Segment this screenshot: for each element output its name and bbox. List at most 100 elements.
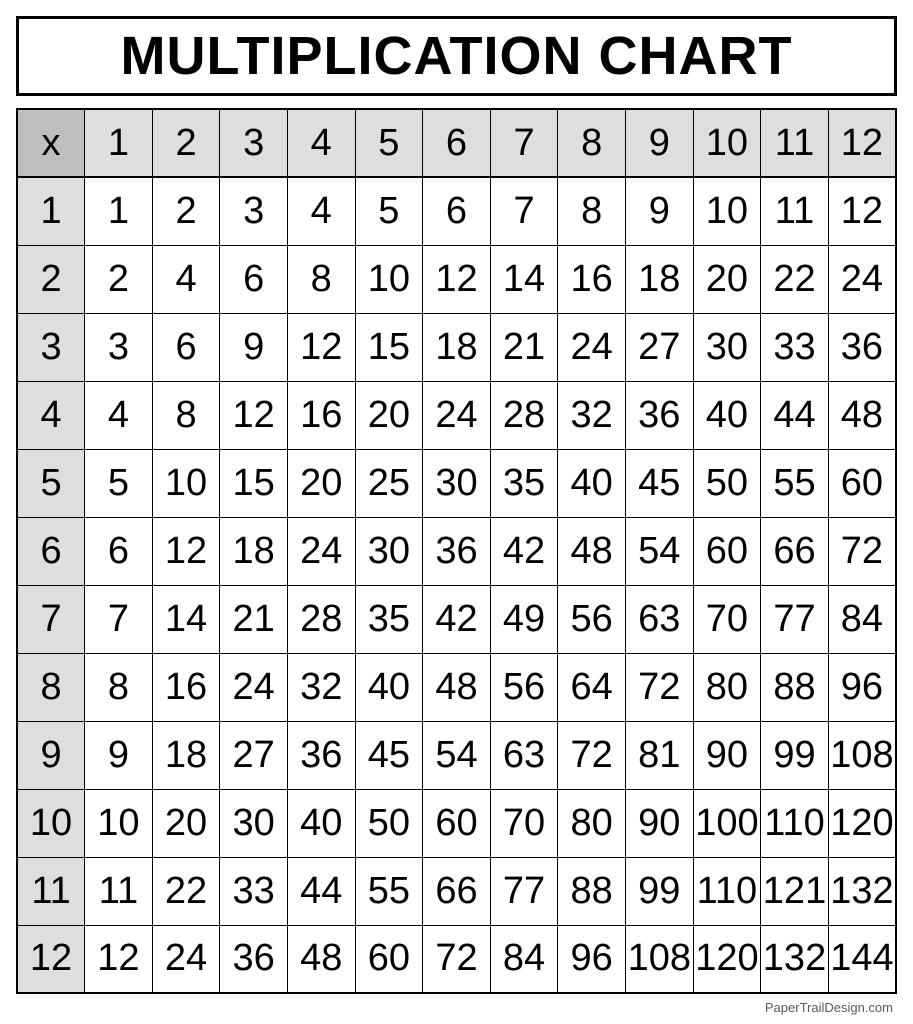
data-cell: 60 bbox=[693, 517, 761, 585]
table-row: 9918273645546372819099108 bbox=[17, 721, 896, 789]
data-cell: 6 bbox=[152, 313, 220, 381]
data-cell: 8 bbox=[152, 381, 220, 449]
data-cell: 16 bbox=[152, 653, 220, 721]
data-cell: 8 bbox=[85, 653, 153, 721]
column-header: 8 bbox=[558, 109, 626, 177]
data-cell: 32 bbox=[558, 381, 626, 449]
data-cell: 20 bbox=[355, 381, 423, 449]
column-header: 11 bbox=[761, 109, 829, 177]
data-cell: 72 bbox=[558, 721, 626, 789]
data-cell: 22 bbox=[152, 857, 220, 925]
column-header: 4 bbox=[287, 109, 355, 177]
data-cell: 6 bbox=[220, 245, 288, 313]
data-cell: 45 bbox=[355, 721, 423, 789]
data-cell: 77 bbox=[490, 857, 558, 925]
data-cell: 2 bbox=[152, 177, 220, 245]
data-cell: 48 bbox=[423, 653, 491, 721]
data-cell: 10 bbox=[85, 789, 153, 857]
data-cell: 7 bbox=[490, 177, 558, 245]
data-cell: 10 bbox=[152, 449, 220, 517]
data-cell: 90 bbox=[693, 721, 761, 789]
data-cell: 110 bbox=[693, 857, 761, 925]
data-cell: 72 bbox=[423, 925, 491, 993]
data-cell: 11 bbox=[85, 857, 153, 925]
table-row: 10102030405060708090100110120 bbox=[17, 789, 896, 857]
data-cell: 110 bbox=[761, 789, 829, 857]
data-cell: 10 bbox=[355, 245, 423, 313]
data-cell: 20 bbox=[287, 449, 355, 517]
data-cell: 36 bbox=[287, 721, 355, 789]
data-cell: 6 bbox=[423, 177, 491, 245]
data-cell: 45 bbox=[625, 449, 693, 517]
column-header: 9 bbox=[625, 109, 693, 177]
data-cell: 32 bbox=[287, 653, 355, 721]
data-cell: 84 bbox=[490, 925, 558, 993]
data-cell: 66 bbox=[423, 857, 491, 925]
table-row: 551015202530354045505560 bbox=[17, 449, 896, 517]
data-cell: 3 bbox=[220, 177, 288, 245]
table-row: 121224364860728496108120132144 bbox=[17, 925, 896, 993]
data-cell: 132 bbox=[828, 857, 896, 925]
table-row: 3369121518212427303336 bbox=[17, 313, 896, 381]
data-cell: 70 bbox=[693, 585, 761, 653]
data-cell: 132 bbox=[761, 925, 829, 993]
data-cell: 120 bbox=[828, 789, 896, 857]
data-cell: 12 bbox=[220, 381, 288, 449]
data-cell: 84 bbox=[828, 585, 896, 653]
data-cell: 56 bbox=[558, 585, 626, 653]
data-cell: 30 bbox=[423, 449, 491, 517]
data-cell: 6 bbox=[85, 517, 153, 585]
data-cell: 24 bbox=[220, 653, 288, 721]
data-cell: 25 bbox=[355, 449, 423, 517]
data-cell: 15 bbox=[355, 313, 423, 381]
table-body: x123456789101112112345678910111222468101… bbox=[17, 109, 896, 993]
multiplication-table: x123456789101112112345678910111222468101… bbox=[16, 108, 897, 994]
data-cell: 24 bbox=[558, 313, 626, 381]
data-cell: 12 bbox=[423, 245, 491, 313]
data-cell: 70 bbox=[490, 789, 558, 857]
data-cell: 9 bbox=[220, 313, 288, 381]
data-cell: 40 bbox=[287, 789, 355, 857]
footer-credit: PaperTrailDesign.com bbox=[16, 1000, 897, 1015]
data-cell: 99 bbox=[761, 721, 829, 789]
data-cell: 18 bbox=[625, 245, 693, 313]
table-row: 224681012141618202224 bbox=[17, 245, 896, 313]
data-cell: 20 bbox=[152, 789, 220, 857]
data-cell: 63 bbox=[490, 721, 558, 789]
data-cell: 10 bbox=[693, 177, 761, 245]
data-cell: 33 bbox=[220, 857, 288, 925]
data-cell: 60 bbox=[423, 789, 491, 857]
column-header: 2 bbox=[152, 109, 220, 177]
data-cell: 96 bbox=[558, 925, 626, 993]
data-cell: 18 bbox=[423, 313, 491, 381]
data-cell: 120 bbox=[693, 925, 761, 993]
column-header: 6 bbox=[423, 109, 491, 177]
data-cell: 81 bbox=[625, 721, 693, 789]
table-header-row: x123456789101112 bbox=[17, 109, 896, 177]
data-cell: 36 bbox=[828, 313, 896, 381]
data-cell: 4 bbox=[287, 177, 355, 245]
row-header: 11 bbox=[17, 857, 85, 925]
data-cell: 96 bbox=[828, 653, 896, 721]
column-header: 7 bbox=[490, 109, 558, 177]
column-header: 12 bbox=[828, 109, 896, 177]
column-header: 10 bbox=[693, 109, 761, 177]
data-cell: 66 bbox=[761, 517, 829, 585]
row-header: 3 bbox=[17, 313, 85, 381]
data-cell: 12 bbox=[152, 517, 220, 585]
table-row: 881624324048566472808896 bbox=[17, 653, 896, 721]
data-cell: 54 bbox=[423, 721, 491, 789]
row-header: 1 bbox=[17, 177, 85, 245]
data-cell: 55 bbox=[355, 857, 423, 925]
data-cell: 40 bbox=[355, 653, 423, 721]
table-row: 1123456789101112 bbox=[17, 177, 896, 245]
data-cell: 35 bbox=[355, 585, 423, 653]
data-cell: 4 bbox=[152, 245, 220, 313]
data-cell: 36 bbox=[423, 517, 491, 585]
row-header: 2 bbox=[17, 245, 85, 313]
data-cell: 5 bbox=[85, 449, 153, 517]
data-cell: 30 bbox=[693, 313, 761, 381]
data-cell: 18 bbox=[152, 721, 220, 789]
data-cell: 24 bbox=[287, 517, 355, 585]
data-cell: 5 bbox=[355, 177, 423, 245]
